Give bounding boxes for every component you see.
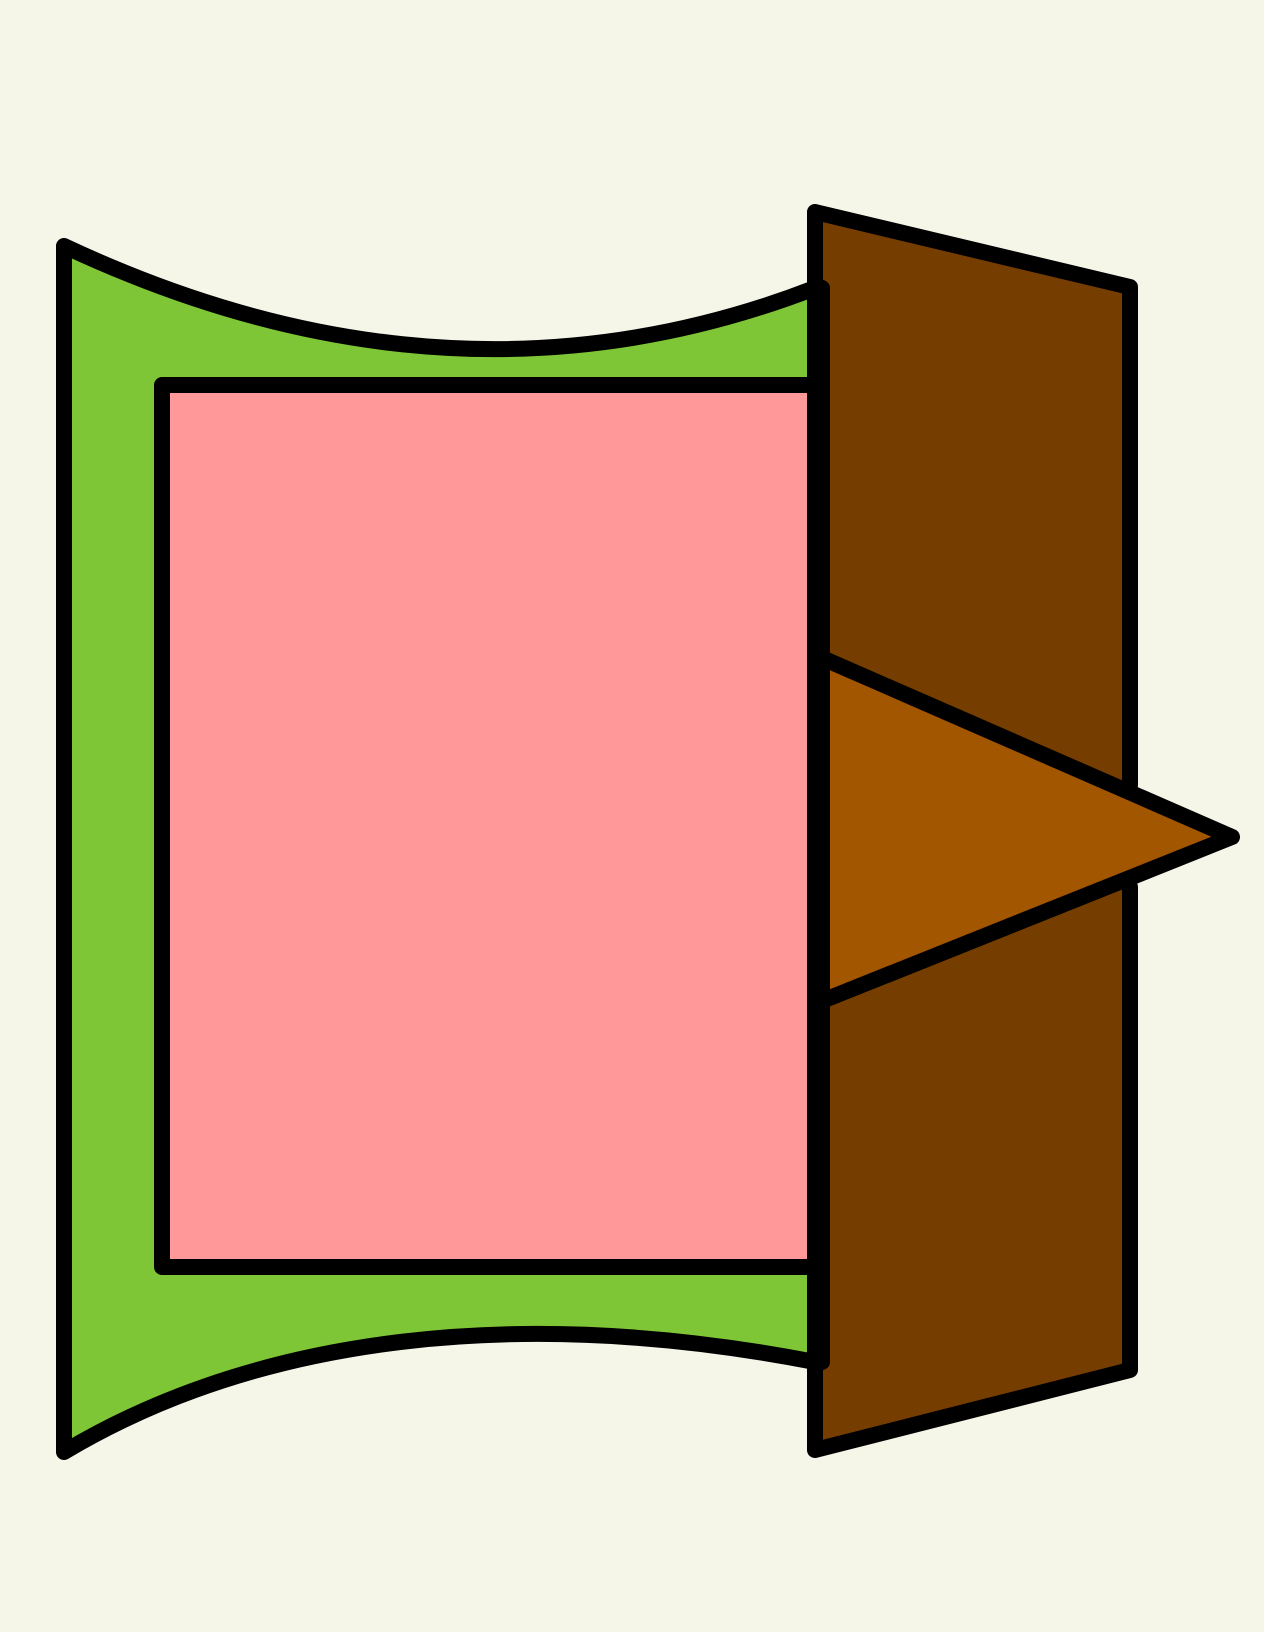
- outline-strokes: [56, 204, 1240, 1460]
- exit-arrow-icon: [822, 658, 1232, 1001]
- frame-outline: [56, 238, 823, 1460]
- opening-outline: [154, 377, 823, 1275]
- arrow-outline: [814, 650, 1240, 1009]
- door-opening-icon: [162, 385, 815, 1267]
